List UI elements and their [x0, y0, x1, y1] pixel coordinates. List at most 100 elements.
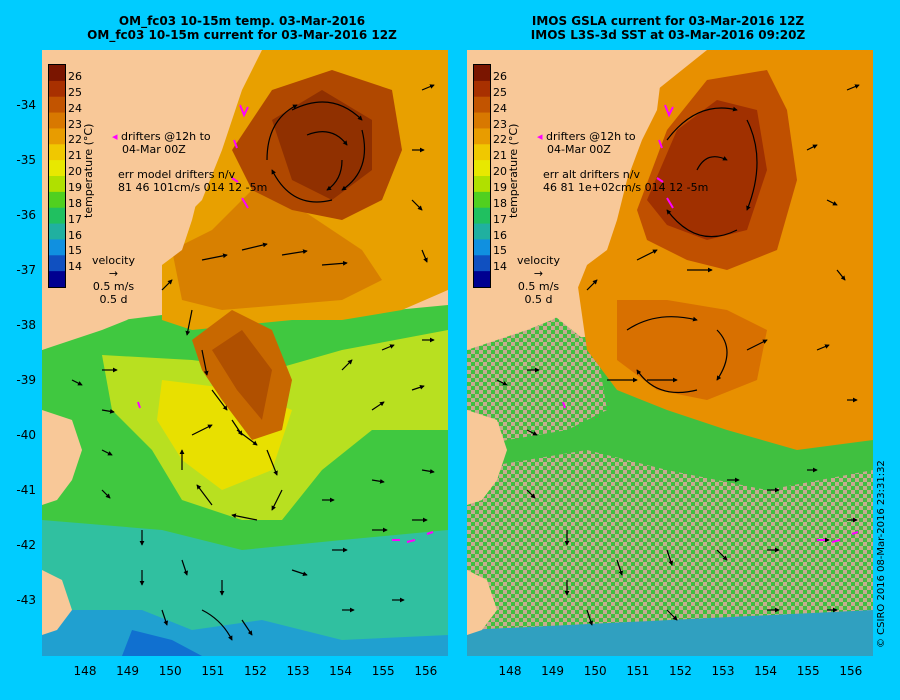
- longitude-label: 153: [711, 664, 735, 678]
- longitude-label: 151: [201, 664, 225, 678]
- left-velocity-duration: 0.5 d: [99, 293, 128, 306]
- left-title-line1: OM_fc03 10-15m temp. 03-Mar-2016: [118, 14, 366, 28]
- colorbar-swatch: [49, 223, 65, 240]
- latitude-label: -39: [16, 373, 36, 387]
- colorbar-swatch: [49, 80, 65, 98]
- colorbar-tick-label: 16: [493, 228, 507, 242]
- right-drifters-note: ◂ drifters @12h to 04-Mar 00Z: [537, 130, 636, 156]
- latitude-label: -34: [16, 98, 36, 112]
- right-title-line1: IMOS GSLA current for 03-Mar-2016 12Z: [531, 14, 805, 28]
- longitude-label: 152: [668, 664, 692, 678]
- colorbar-swatch: [49, 271, 65, 287]
- longitude-label: 150: [158, 664, 182, 678]
- colorbar-tick-label: 26: [493, 69, 507, 83]
- colorbar-swatch: [474, 207, 490, 225]
- colorbar-swatch: [474, 223, 490, 240]
- colorbar-tick-label: 22: [493, 133, 507, 147]
- right-velocity-speed: 0.5 m/s: [517, 280, 560, 293]
- colorbar-swatch: [474, 255, 490, 272]
- latitude-label: -43: [16, 593, 36, 607]
- colorbar-tick-label: 21: [493, 149, 507, 163]
- colorbar-swatch: [49, 255, 65, 272]
- longitude-label: 151: [626, 664, 650, 678]
- colorbar-tick-label: 18: [493, 196, 507, 210]
- left-err-line1: err model drifters n/v: [118, 168, 236, 181]
- left-velocity-label: velocity: [92, 254, 135, 267]
- longitude-label: 148: [498, 664, 522, 678]
- colorbar-tick-label: 24: [493, 101, 507, 115]
- right-title-line2: IMOS L3S-3d SST at 03-Mar-2016 09:20Z: [530, 28, 806, 42]
- colorbar-swatch: [474, 96, 490, 114]
- left-err-note: err model drifters n/v 81 46 101cm/s 014…: [118, 168, 267, 194]
- left-map-panel: 26 25 24 23 22 21 20 19 18 17 16 15 14 temperature (…: [42, 50, 448, 656]
- colorbar-swatch: [49, 191, 65, 209]
- longitude-label: 155: [371, 664, 395, 678]
- left-velocity-arrow-icon: →: [108, 267, 119, 280]
- colorbar-tick-label: 17: [493, 212, 507, 226]
- right-colorbar-label: temperature (°C): [507, 123, 520, 218]
- colorbar-swatch: [49, 144, 65, 161]
- left-drifters-line1: drifters @12h to: [121, 130, 211, 143]
- colorbar-tick-label: 25: [493, 85, 507, 99]
- colorbar-tick-label: 19: [493, 180, 507, 194]
- right-drifters-line1: drifters @12h to: [546, 130, 636, 143]
- colorbar-swatch: [474, 191, 490, 209]
- colorbar-swatch: [474, 160, 490, 177]
- right-velocity-legend: velocity → 0.5 m/s 0.5 d: [517, 254, 560, 306]
- colorbar-tick-label: 19: [68, 180, 82, 194]
- colorbar-swatch: [49, 207, 65, 225]
- left-velocity-legend: velocity → 0.5 m/s 0.5 d: [92, 254, 135, 306]
- left-colorbar-fill: [49, 65, 65, 287]
- latitude-label: -36: [16, 208, 36, 222]
- right-drifter-marker-icon: ◂: [537, 130, 543, 143]
- colorbar-tick-label: 26: [68, 69, 82, 83]
- longitude-label: 154: [329, 664, 353, 678]
- colorbar-swatch: [49, 96, 65, 114]
- colorbar-swatch: [474, 144, 490, 161]
- latitude-label: -41: [16, 483, 36, 497]
- longitude-label: 156: [839, 664, 863, 678]
- colorbar-swatch: [49, 239, 65, 256]
- colorbar-tick-label: 15: [493, 244, 507, 258]
- colorbar-tick-label: 16: [68, 228, 82, 242]
- colorbar-swatch: [474, 128, 490, 145]
- longitude-label: 152: [243, 664, 267, 678]
- right-velocity-label: velocity: [517, 254, 560, 267]
- left-velocity-speed: 0.5 m/s: [92, 280, 135, 293]
- right-map-panel: 26 25 24 23 22 21 20 19 18 17 16 15 14 temperature (…: [467, 50, 873, 656]
- latitude-label: -38: [16, 318, 36, 332]
- latitude-label: -42: [16, 538, 36, 552]
- colorbar-tick-label: 18: [68, 196, 82, 210]
- longitude-label: 155: [796, 664, 820, 678]
- right-map-graphic: [467, 50, 873, 656]
- colorbar-swatch: [49, 176, 65, 193]
- credit-text: © CSIRO 2016 08-Mar-2016 23:31:32: [876, 460, 887, 648]
- colorbar-tick-label: 25: [68, 85, 82, 99]
- colorbar-swatch: [474, 65, 490, 82]
- colorbar-swatch: [474, 271, 490, 287]
- right-panel-title: IMOS GSLA current for 03-Mar-2016 12Z IM…: [458, 14, 878, 42]
- colorbar-tick-label: 15: [68, 244, 82, 258]
- colorbar-tick-label: 17: [68, 212, 82, 226]
- colorbar-tick-label: 14: [493, 260, 507, 274]
- longitude-label: 150: [583, 664, 607, 678]
- colorbar-tick-label: 23: [493, 117, 507, 131]
- left-drifters-note: ◂ drifters @12h to 04-Mar 00Z: [112, 130, 211, 156]
- latitude-label: -40: [16, 428, 36, 442]
- right-drifters-line2: 04-Mar 00Z: [547, 143, 611, 156]
- longitude-label: 148: [73, 664, 97, 678]
- colorbar-tick-label: 14: [68, 260, 82, 274]
- left-drifters-line2: 04-Mar 00Z: [122, 143, 186, 156]
- colorbar-swatch: [49, 112, 65, 129]
- colorbar-swatch: [474, 176, 490, 193]
- colorbar-swatch: [474, 239, 490, 256]
- left-colorbar: [48, 64, 66, 288]
- left-drifter-marker-icon: ◂: [112, 130, 118, 143]
- right-err-line2: 46 81 1e+02cm/s 014 12 -5m: [543, 181, 709, 194]
- left-err-line2: 81 46 101cm/s 014 12 -5m: [118, 181, 268, 194]
- colorbar-tick-label: 21: [68, 149, 82, 163]
- left-title-line2: OM_fc03 10-15m current for 03-Mar-2016 1…: [87, 28, 397, 42]
- longitude-label: 154: [754, 664, 778, 678]
- right-colorbar-fill: [474, 65, 490, 287]
- colorbar-tick-label: 24: [68, 101, 82, 115]
